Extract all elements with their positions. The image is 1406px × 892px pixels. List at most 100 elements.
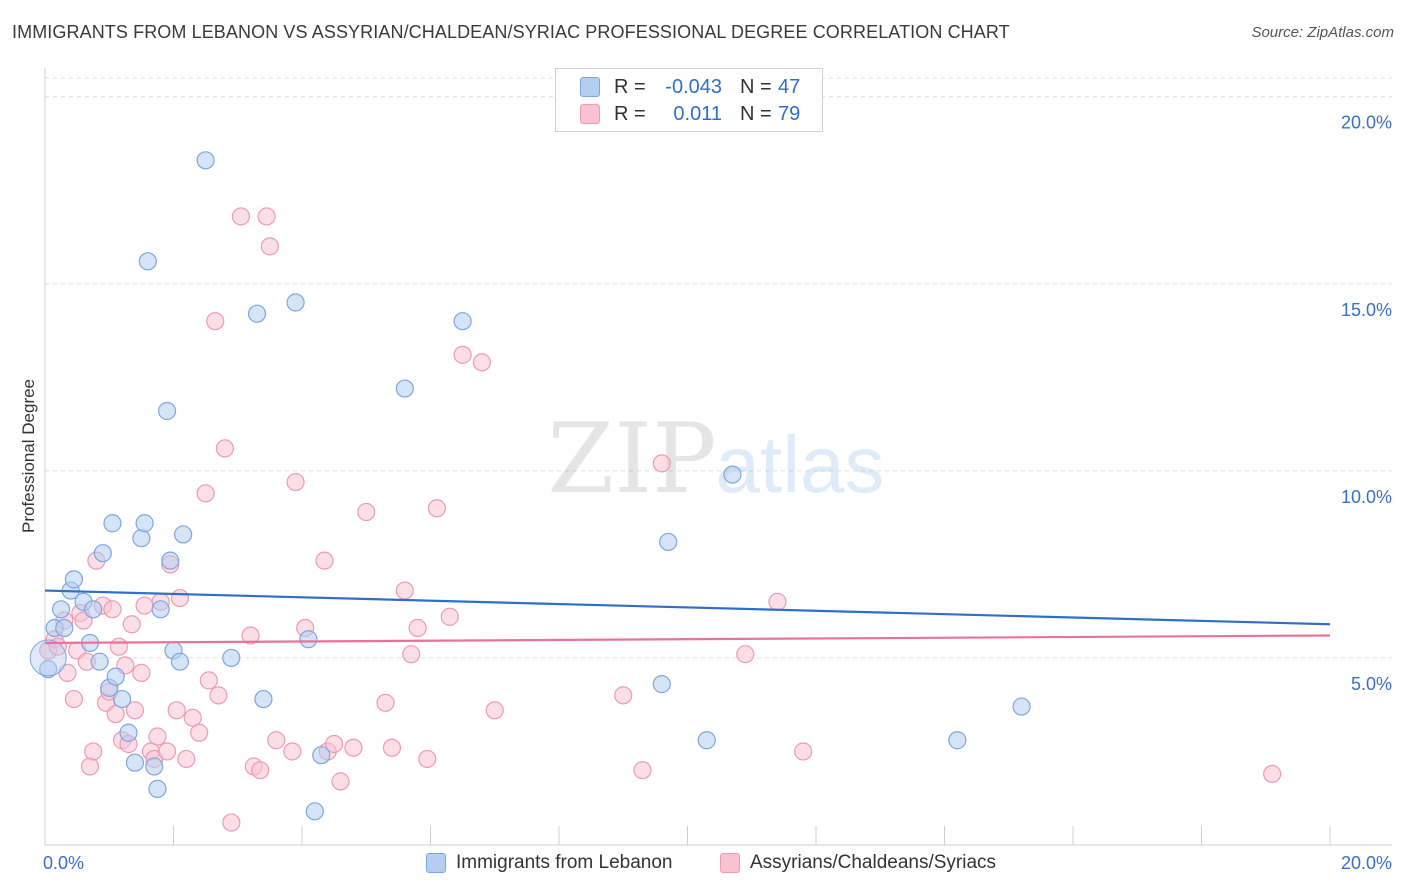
assyrians-point — [260, 237, 279, 256]
assyrians-point — [286, 472, 305, 492]
lebanon-point — [106, 667, 125, 686]
assyrians-point — [231, 207, 251, 226]
bottom-legend-label: Assyrians/Chaldeans/Syriacs — [750, 852, 997, 873]
assyrians-point — [325, 734, 344, 754]
assyrians-point — [199, 671, 218, 690]
assyrians-point — [614, 686, 633, 705]
legend-row-lebanon: R = -0.043 N = 47 — [580, 74, 800, 100]
legend: R = -0.043 N = 47 R = 0.011 N = 79 — [555, 68, 823, 132]
assyrians-point — [251, 761, 270, 780]
lebanon-point — [697, 731, 716, 750]
legend-n-value: 79 — [778, 102, 801, 125]
assyrians-point — [440, 607, 459, 626]
lebanon-point — [84, 600, 103, 619]
x-tick-label: 0.0% — [43, 853, 84, 873]
bottom-legend: Immigrants from Lebanon Assyrians/Chalde… — [0, 852, 1406, 878]
assyrians-point — [103, 600, 122, 619]
bottom-legend-assyrians: Assyrians/Chaldeans/Syriacs — [720, 852, 996, 874]
lebanon-point — [51, 600, 71, 619]
lebanon-point — [145, 757, 164, 776]
assyrians-point — [283, 742, 302, 761]
lebanon-point — [90, 652, 109, 671]
assyrians-point — [408, 618, 427, 638]
lebanon-point — [170, 652, 190, 671]
lebanon-point — [157, 401, 177, 421]
assyrians-point — [106, 704, 125, 724]
assyrians-point — [84, 742, 103, 761]
legend-swatch-blue — [580, 77, 600, 97]
chart-title: IMMIGRANTS FROM LEBANON VS ASSYRIAN/CHAL… — [12, 22, 1010, 42]
lebanon-point — [395, 379, 414, 398]
lebanon-point — [132, 529, 151, 548]
lebanon-point — [39, 660, 58, 679]
y-axis-label: Professional Degree — [19, 379, 38, 533]
series-assyrians-points — [39, 207, 1282, 832]
assyrians-point — [222, 813, 241, 832]
assyrians-point — [453, 345, 472, 364]
assyrians-point — [395, 581, 414, 600]
assyrians-point — [109, 637, 128, 656]
lebanon-point — [161, 551, 180, 570]
lebanon-point — [723, 465, 742, 484]
lebanon-point — [148, 779, 167, 798]
legend-n-label: N = — [740, 75, 772, 98]
assyrians-point — [209, 686, 228, 705]
assyrians-point — [1263, 764, 1282, 784]
gridlines — [45, 77, 1392, 659]
tick-labels: 5.0% 10.0% 15.0% 20.0% 0.0% 20.0% — [43, 113, 1392, 873]
lebanon-point — [453, 312, 472, 331]
lebanon-point — [1012, 697, 1031, 716]
assyrians-point — [64, 689, 84, 709]
assyrians-point — [215, 439, 234, 458]
assyrians-point — [357, 502, 376, 522]
y-tick-label: 10.0% — [1341, 487, 1392, 507]
lebanon-point — [55, 618, 74, 638]
legend-row-assyrians: R = 0.011 N = 79 — [580, 101, 800, 127]
legend-swatch-pink — [580, 104, 600, 124]
lebanon-point — [299, 630, 318, 649]
lebanon-point — [103, 514, 122, 533]
assyrians-point — [148, 727, 167, 746]
assyrians-point — [206, 312, 225, 331]
series-lebanon-points — [29, 151, 1031, 821]
assyrians-point — [190, 723, 209, 742]
assyrians-point — [768, 592, 787, 611]
x-tick-label: 20.0% — [1341, 853, 1392, 873]
assyrians-point — [472, 353, 491, 372]
assyrians-point — [418, 749, 437, 769]
lebanon-point — [64, 570, 84, 589]
lebanon-point — [125, 753, 145, 772]
lebanon-point — [174, 525, 193, 544]
bottom-legend-lebanon: Immigrants from Lebanon — [426, 852, 673, 874]
assyrians-point — [170, 588, 190, 608]
y-tick-label: 15.0% — [1341, 300, 1392, 320]
legend-r-label: R = — [614, 102, 646, 125]
assyrians-point — [736, 645, 755, 664]
assyrians-point — [376, 693, 395, 712]
assyrians-point — [183, 708, 202, 727]
legend-n-label: N = — [740, 102, 772, 125]
lebanon-point — [151, 600, 170, 619]
bottom-legend-swatch-blue — [426, 853, 446, 873]
assyrians-point — [257, 207, 276, 226]
lebanon-point — [652, 675, 671, 694]
assyrians-point — [652, 454, 671, 473]
lebanon-point — [247, 304, 267, 323]
lebanon-point — [93, 544, 112, 563]
assyrians-point — [167, 701, 186, 720]
lebanon-point — [138, 252, 157, 271]
assyrians-point — [241, 626, 260, 645]
lebanon-point — [948, 731, 967, 750]
watermark-atlas: atlas — [716, 420, 885, 509]
legend-r-label: R = — [614, 75, 646, 98]
assyrians-point — [196, 484, 215, 503]
assyrians-point — [135, 596, 154, 615]
y-tick-label: 5.0% — [1351, 674, 1392, 694]
assyrians-point — [331, 772, 350, 791]
assyrians-point — [427, 499, 447, 518]
assyrians-point — [344, 738, 363, 757]
lebanon-point — [135, 514, 154, 533]
trend-line-assyrians — [44, 634, 1331, 645]
assyrians-point — [315, 551, 334, 570]
